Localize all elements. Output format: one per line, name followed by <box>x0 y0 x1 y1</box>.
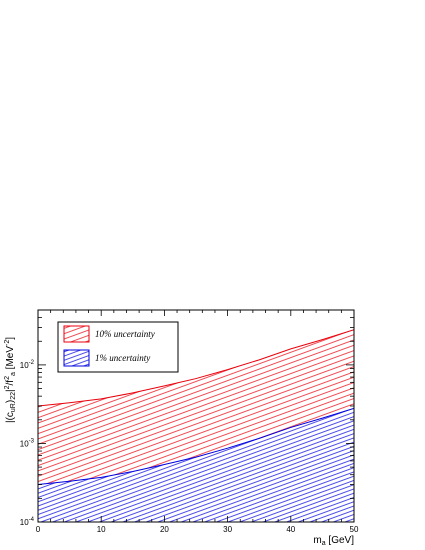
y-tick-label: 10-2 <box>20 360 35 370</box>
plot-frame <box>37 309 355 523</box>
band-1pct-uncertainty <box>38 408 354 522</box>
y-tick-label: 10-4 <box>20 517 35 527</box>
band-10pct-uncertainty <box>38 329 354 485</box>
legend-swatch-1pct <box>63 349 90 367</box>
x-tick-label: 40 <box>286 525 295 534</box>
legend-swatch-10pct <box>63 325 90 343</box>
x-tick-label: 30 <box>223 525 232 534</box>
x-axis: 0 10 20 30 40 50 <box>36 310 359 534</box>
y-tick-label: 10-3 <box>20 438 35 448</box>
x-tick-label: 20 <box>160 525 169 534</box>
band-1pct-uncertainty-upper-edge <box>38 407 354 486</box>
y-axis-title: |(cuR)22|2/f2a [MeV-2] <box>4 337 17 423</box>
x-tick-label: 10 <box>97 525 106 534</box>
bands <box>38 329 354 522</box>
y-axis: 10-4 10-3 10-2 <box>20 309 354 527</box>
legend-label-1pct: 1% uncertainty <box>95 353 150 363</box>
x-axis-title: ma [GeV] <box>313 535 354 547</box>
legend-label-10pct: 10% uncertainty <box>95 329 155 339</box>
legend: 10% uncertainty 1% uncertainty <box>57 321 179 373</box>
x-tick-label: 0 <box>36 525 41 534</box>
band-10pct-uncertainty-upper-edge <box>38 329 354 407</box>
x-tick-label: 50 <box>350 525 359 534</box>
